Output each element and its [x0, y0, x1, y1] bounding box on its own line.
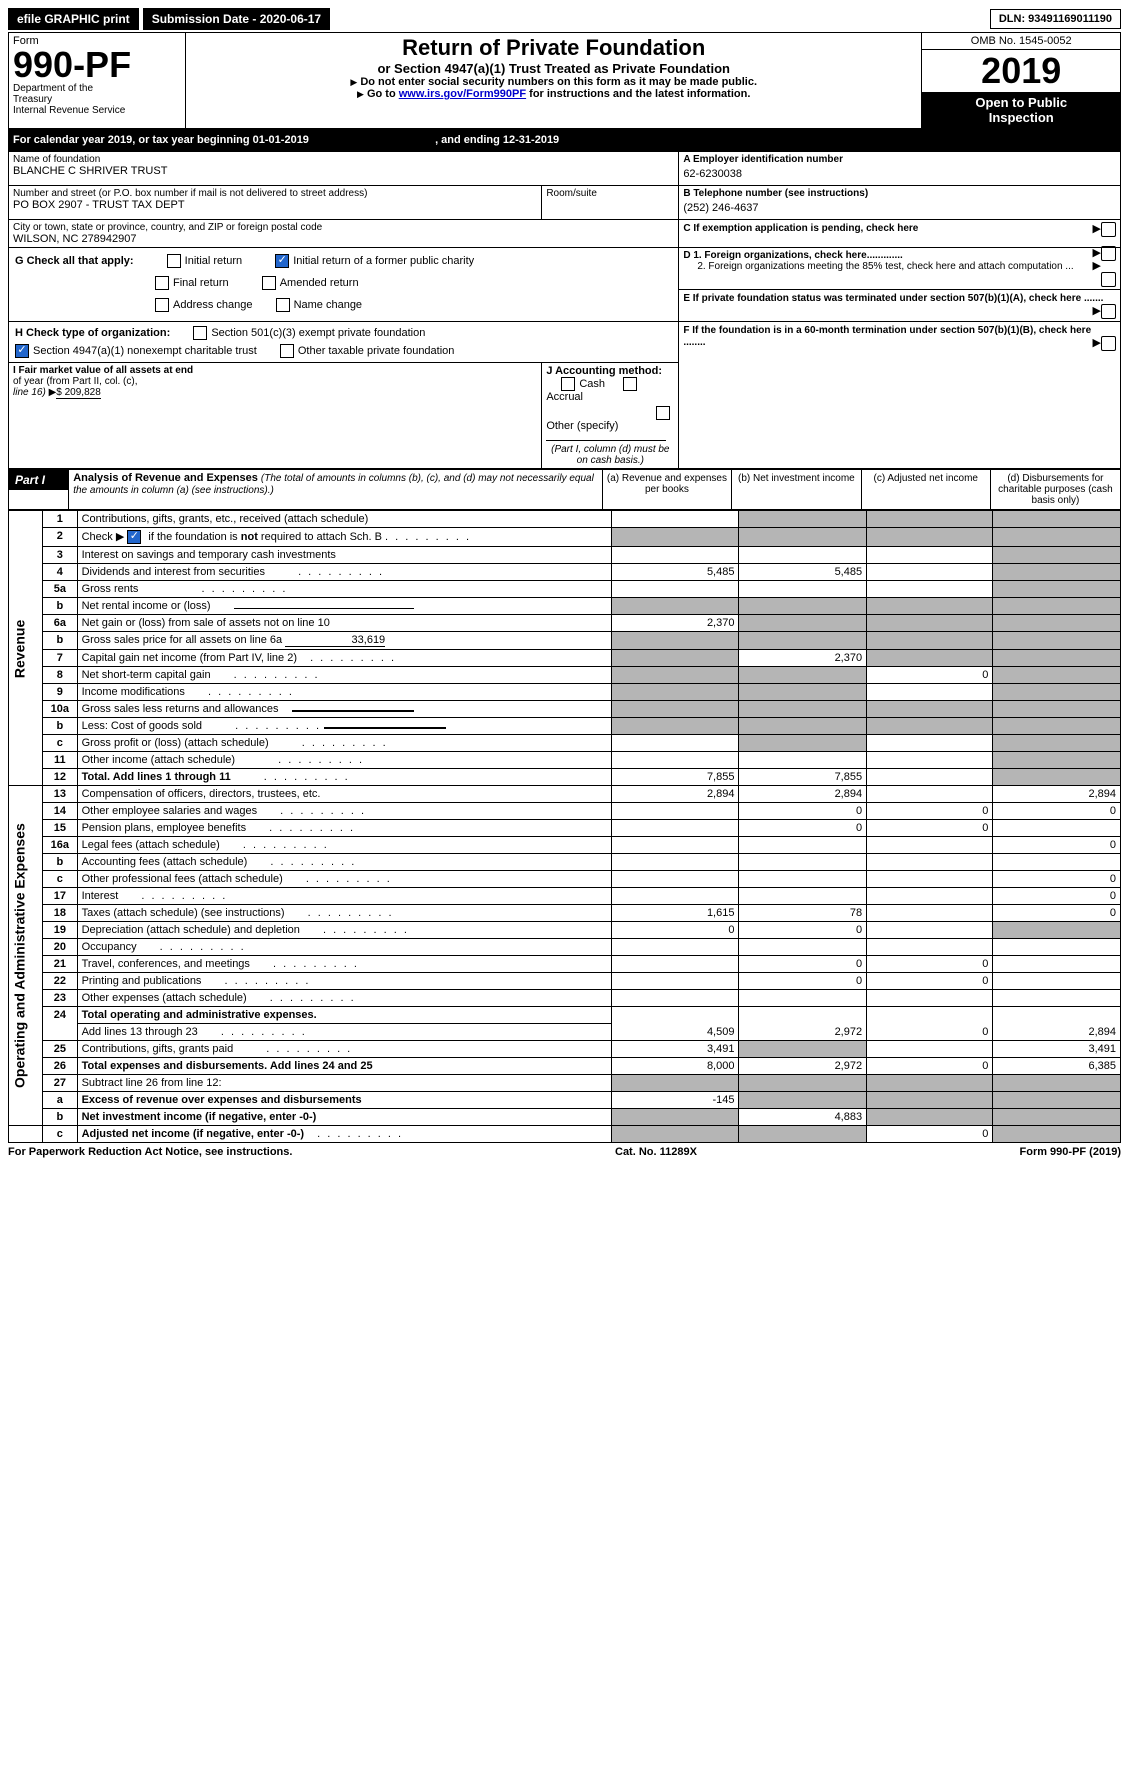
top-bar: efile GRAPHIC print Submission Date - 20… — [8, 8, 1121, 30]
d1-label: D 1. Foreign organizations, check here..… — [683, 250, 1116, 261]
h3-checkbox[interactable] — [280, 344, 294, 358]
d2-label: 2. Foreign organizations meeting the 85%… — [683, 261, 1116, 272]
footer-right: Form 990-PF (2019) — [1020, 1146, 1121, 1158]
final-return-checkbox[interactable] — [155, 276, 169, 290]
open-public-1: Open to Public — [975, 95, 1067, 110]
i-label2: of year (from Part II, col. (c), — [13, 376, 537, 387]
col-c-head: (c) Adjusted net income — [861, 470, 990, 510]
ein-label: A Employer identification number — [683, 154, 1116, 165]
g-label: G Check all that apply: — [15, 255, 134, 267]
foundation-name: BLANCHE C SHRIVER TRUST — [13, 165, 674, 177]
h1-checkbox[interactable] — [193, 326, 207, 340]
efile-button[interactable]: efile GRAPHIC print — [8, 8, 139, 30]
j-note: (Part I, column (d) must be on cash basi… — [546, 444, 674, 466]
calendar-year-row: For calendar year 2019, or tax year begi… — [8, 129, 1121, 151]
part1-title: Analysis of Revenue and Expenses — [73, 472, 261, 484]
col-d-head: (d) Disbursements for charitable purpose… — [990, 470, 1120, 510]
revenue-label: Revenue — [9, 511, 43, 786]
ein-value: 62-6230038 — [683, 165, 1116, 183]
schb-checkbox[interactable]: ✓ — [127, 530, 141, 544]
instr2-pre: Go to — [367, 88, 399, 100]
e-label: E If private foundation status was termi… — [683, 293, 1103, 304]
form-subtitle: or Section 4947(a)(1) Trust Treated as P… — [190, 61, 917, 76]
j-label: J Accounting method: — [546, 365, 662, 377]
part1-table: Part I Analysis of Revenue and Expenses … — [8, 469, 1121, 510]
name-change-checkbox[interactable] — [276, 298, 290, 312]
cash-checkbox[interactable] — [561, 377, 575, 391]
c-checkbox[interactable] — [1101, 222, 1116, 237]
room-label: Room/suite — [546, 188, 674, 199]
other-checkbox[interactable] — [656, 406, 670, 420]
form-header: Form 990-PF Department of the Treasury I… — [8, 32, 1121, 129]
amended-checkbox[interactable] — [262, 276, 276, 290]
initial-return-checkbox[interactable] — [167, 254, 181, 268]
footer-mid: Cat. No. 11289X — [615, 1146, 697, 1158]
part1-label: Part I — [9, 470, 68, 490]
initial-former-checkbox[interactable]: ✓ — [275, 254, 289, 268]
expenses-label: Operating and Administrative Expenses — [9, 786, 43, 1126]
f-label: F If the foundation is in a 60-month ter… — [683, 325, 1091, 348]
form-title: Return of Private Foundation — [190, 35, 917, 61]
instruction-1: Do not enter social security numbers on … — [360, 76, 757, 88]
col-a-head: (a) Revenue and expenses per books — [602, 470, 731, 510]
tax-year: 2019 — [922, 50, 1120, 92]
fmv-value: $ 209,828 — [56, 387, 101, 399]
address-change-checkbox[interactable] — [155, 298, 169, 312]
instructions-link[interactable]: www.irs.gov/Form990PF — [399, 88, 526, 100]
address-value: PO BOX 2907 - TRUST TAX DEPT — [13, 199, 537, 211]
c-label: C If exemption application is pending, c… — [683, 223, 918, 234]
page-footer: For Paperwork Reduction Act Notice, see … — [8, 1143, 1121, 1158]
omb-number: OMB No. 1545-0052 — [922, 33, 1120, 50]
dept-line3: Internal Revenue Service — [13, 105, 181, 116]
f-checkbox[interactable] — [1101, 336, 1116, 351]
dept-line2: Treasury — [13, 94, 181, 105]
h-label: H Check type of organization: — [15, 327, 170, 339]
city-label: City or town, state or province, country… — [13, 222, 674, 233]
phone-value: (252) 246-4637 — [683, 199, 1116, 217]
h2-checkbox[interactable]: ✓ — [15, 344, 29, 358]
phone-label: B Telephone number (see instructions) — [683, 188, 1116, 199]
name-label: Name of foundation — [13, 154, 674, 165]
i-label1: I Fair market value of all assets at end — [13, 365, 193, 376]
i-label3: line 16) — [13, 387, 49, 398]
accrual-checkbox[interactable] — [623, 377, 637, 391]
address-label: Number and street (or P.O. box number if… — [13, 188, 537, 199]
open-public-2: Inspection — [989, 110, 1054, 125]
col-b-head: (b) Net investment income — [732, 470, 862, 510]
dln-label: DLN: 93491169011190 — [990, 9, 1121, 29]
revenue-expense-lines: Revenue 1 Contributions, gifts, grants, … — [8, 510, 1121, 1143]
city-value: WILSON, NC 278942907 — [13, 233, 674, 245]
footer-left: For Paperwork Reduction Act Notice, see … — [8, 1146, 292, 1158]
e-checkbox[interactable] — [1101, 304, 1116, 319]
d2-checkbox[interactable] — [1101, 272, 1116, 287]
entity-info: Name of foundation BLANCHE C SHRIVER TRU… — [8, 151, 1121, 469]
form-number: 990-PF — [13, 47, 181, 83]
submission-date: Submission Date - 2020-06-17 — [143, 8, 330, 30]
d1-checkbox[interactable] — [1101, 246, 1116, 261]
instr2-suf: for instructions and the latest informat… — [526, 88, 750, 100]
